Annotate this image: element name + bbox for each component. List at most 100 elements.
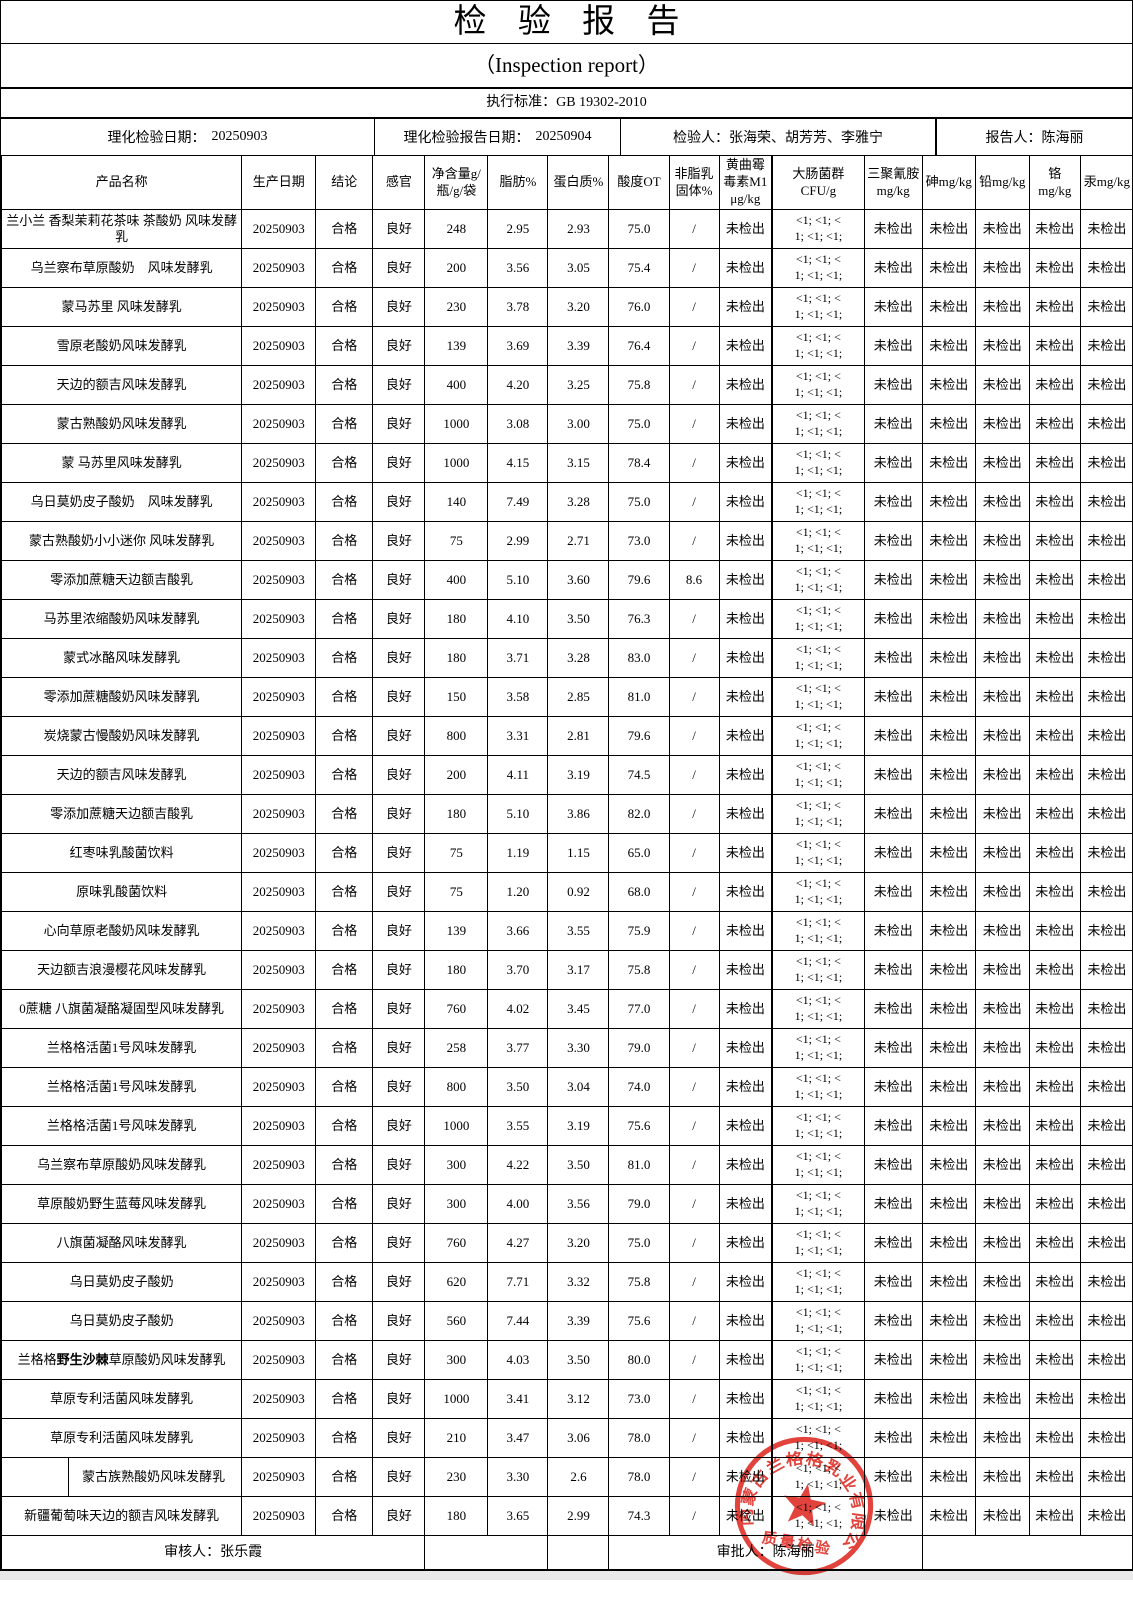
lead-cell: 未检出	[974, 1145, 1030, 1185]
conclusion-cell: 合格	[315, 248, 374, 288]
protein-cell: 3.20	[547, 1223, 610, 1263]
coliform-cell: <1; <1; <1; <1; <1;	[771, 209, 865, 249]
production-date-cell: 20250903	[241, 1457, 317, 1497]
nonfat-solids-cell: /	[668, 1223, 720, 1263]
product-name-cell: 乌兰察布草原酸奶 风味发酵乳	[0, 248, 243, 288]
sensory-cell: 良好	[372, 404, 426, 444]
protein-cell: 2.99	[547, 1496, 610, 1536]
lead-cell: 未检出	[974, 404, 1030, 444]
lead-cell: 未检出	[974, 1496, 1030, 1536]
production-date-cell: 20250903	[241, 560, 317, 600]
aflatoxin-cell: 未检出	[718, 1418, 773, 1458]
product-name-cell: 天边额吉浪漫樱花风味发酵乳	[0, 950, 243, 990]
protein-cell: 3.05	[547, 248, 610, 288]
footer-empty-cell	[921, 1535, 1133, 1571]
net-content-cell: 760	[424, 989, 489, 1029]
nonfat-solids-cell: /	[668, 1067, 720, 1107]
chromium-cell: 未检出	[1028, 1379, 1081, 1419]
fat-cell: 3.56	[487, 248, 549, 288]
lead-cell: 未检出	[974, 1184, 1030, 1224]
nonfat-solids-cell: /	[668, 1184, 720, 1224]
coliform-cell: <1; <1; <1; <1; <1;	[771, 365, 865, 405]
sensory-cell: 良好	[372, 326, 426, 366]
arsenic-cell: 未检出	[921, 1340, 976, 1380]
melamine-cell: 未检出	[863, 872, 923, 912]
melamine-cell: 未检出	[863, 599, 923, 639]
chromium-cell: 未检出	[1028, 1496, 1081, 1536]
lead-cell: 未检出	[974, 794, 1030, 834]
inspectors-value: 张海荣、胡芳芳、李雅宁	[729, 131, 883, 146]
sensory-cell: 良好	[372, 1067, 426, 1107]
net-content-cell: 800	[424, 716, 489, 756]
chromium-cell: 未检出	[1028, 1067, 1081, 1107]
table-row: 兰小兰 香梨茉莉花茶味 茶酸奶 风味发酵乳 20250903 合格 良好 248 2.95…	[0, 209, 1133, 249]
arsenic-cell: 未检出	[921, 911, 976, 951]
reviewer-value: 张乐霞	[220, 1544, 263, 1560]
chromium-cell: 未检出	[1028, 1223, 1081, 1263]
acidity-cell: 81.0	[608, 1145, 670, 1185]
nonfat-solids-cell: /	[668, 716, 720, 756]
net-content-cell: 200	[424, 755, 489, 795]
net-content-cell: 230	[424, 287, 489, 327]
header-melamine: 三聚氰胺 mg/kg	[863, 155, 923, 210]
lead-cell: 未检出	[974, 560, 1030, 600]
table-row: 新疆葡萄味天边的额吉风味发酵乳 20250903 合格 良好 180 3.65 2.99 74…	[0, 1496, 1133, 1536]
mercury-cell: 未检出	[1079, 755, 1133, 795]
coliform-cell: <1; <1; <1; <1; <1;	[771, 911, 865, 951]
fat-cell: 3.41	[487, 1379, 549, 1419]
mercury-cell: 未检出	[1079, 677, 1133, 717]
product-name-cell: 新疆葡萄味天边的额吉风味发酵乳	[0, 1496, 243, 1536]
arsenic-cell: 未检出	[921, 365, 976, 405]
coliform-cell: <1; <1; <1; <1; <1;	[771, 755, 865, 795]
protein-cell: 3.30	[547, 1028, 610, 1068]
conclusion-cell: 合格	[315, 1379, 374, 1419]
conclusion-cell: 合格	[315, 521, 374, 561]
fat-cell: 5.10	[487, 794, 549, 834]
aflatoxin-cell: 未检出	[718, 326, 773, 366]
fat-cell: 4.27	[487, 1223, 549, 1263]
table-row: 马苏里浓缩酸奶风味发酵乳 20250903 合格 良好 180 4.10 3.50 76.3/…	[0, 599, 1133, 639]
product-name-cell: 兰格格活菌1号风味发酵乳	[0, 1106, 243, 1146]
lead-cell: 未检出	[974, 365, 1030, 405]
chromium-cell: 未检出	[1028, 794, 1081, 834]
production-date-cell: 20250903	[241, 443, 317, 483]
sensory-cell: 良好	[372, 872, 426, 912]
report-date-label: 理化检验报告日期：	[403, 131, 530, 146]
report-date-cell: 理化检验报告日期： 20250904	[374, 119, 620, 155]
nonfat-solids-cell: /	[668, 443, 720, 483]
header-mercury: 汞mg/kg	[1079, 155, 1133, 210]
sensory-cell: 良好	[372, 521, 426, 561]
net-content-cell: 760	[424, 1223, 489, 1263]
nonfat-solids-cell: /	[668, 209, 720, 249]
table-row: 草原酸奶野生蓝莓风味发酵乳 20250903 合格 良好 300 4.00 3.56 79.0…	[0, 1184, 1133, 1224]
aflatoxin-cell: 未检出	[718, 950, 773, 990]
sensory-cell: 良好	[372, 365, 426, 405]
sensory-cell: 良好	[372, 248, 426, 288]
aflatoxin-cell: 未检出	[718, 560, 773, 600]
product-name-cell: 原味乳酸菌饮料	[0, 872, 243, 912]
arsenic-cell: 未检出	[921, 599, 976, 639]
product-name-cell: 蒙式冰酪风味发酵乳	[0, 638, 243, 678]
header-coliform: 大肠菌群 CFU/g	[771, 155, 865, 210]
sensory-cell: 良好	[372, 638, 426, 678]
product-name-cell: 天边的额吉风味发酵乳	[0, 755, 243, 795]
protein-cell: 1.15	[547, 833, 610, 873]
product-name-cell: 草原酸奶野生蓝莓风味发酵乳	[0, 1184, 243, 1224]
fat-cell: 4.20	[487, 365, 549, 405]
melamine-cell: 未检出	[863, 482, 923, 522]
inspectors-cell: 检验人： 张海荣、胡芳芳、李雅宁	[620, 119, 935, 155]
fat-cell: 3.69	[487, 326, 549, 366]
mercury-cell: 未检出	[1079, 1262, 1133, 1302]
nonfat-solids-cell: /	[668, 1496, 720, 1536]
melamine-cell: 未检出	[863, 1340, 923, 1380]
conclusion-cell: 合格	[315, 1067, 374, 1107]
melamine-cell: 未检出	[863, 1106, 923, 1146]
mercury-cell: 未检出	[1079, 1301, 1133, 1341]
table-row: 蒙古熟酸奶风味发酵乳 20250903 合格 良好 1000 3.08 3.00 75.0/未…	[0, 404, 1133, 444]
protein-cell: 2.85	[547, 677, 610, 717]
mercury-cell: 未检出	[1079, 1067, 1133, 1107]
lead-cell: 未检出	[974, 209, 1030, 249]
fat-cell: 4.15	[487, 443, 549, 483]
conclusion-cell: 合格	[315, 1145, 374, 1185]
arsenic-cell: 未检出	[921, 755, 976, 795]
